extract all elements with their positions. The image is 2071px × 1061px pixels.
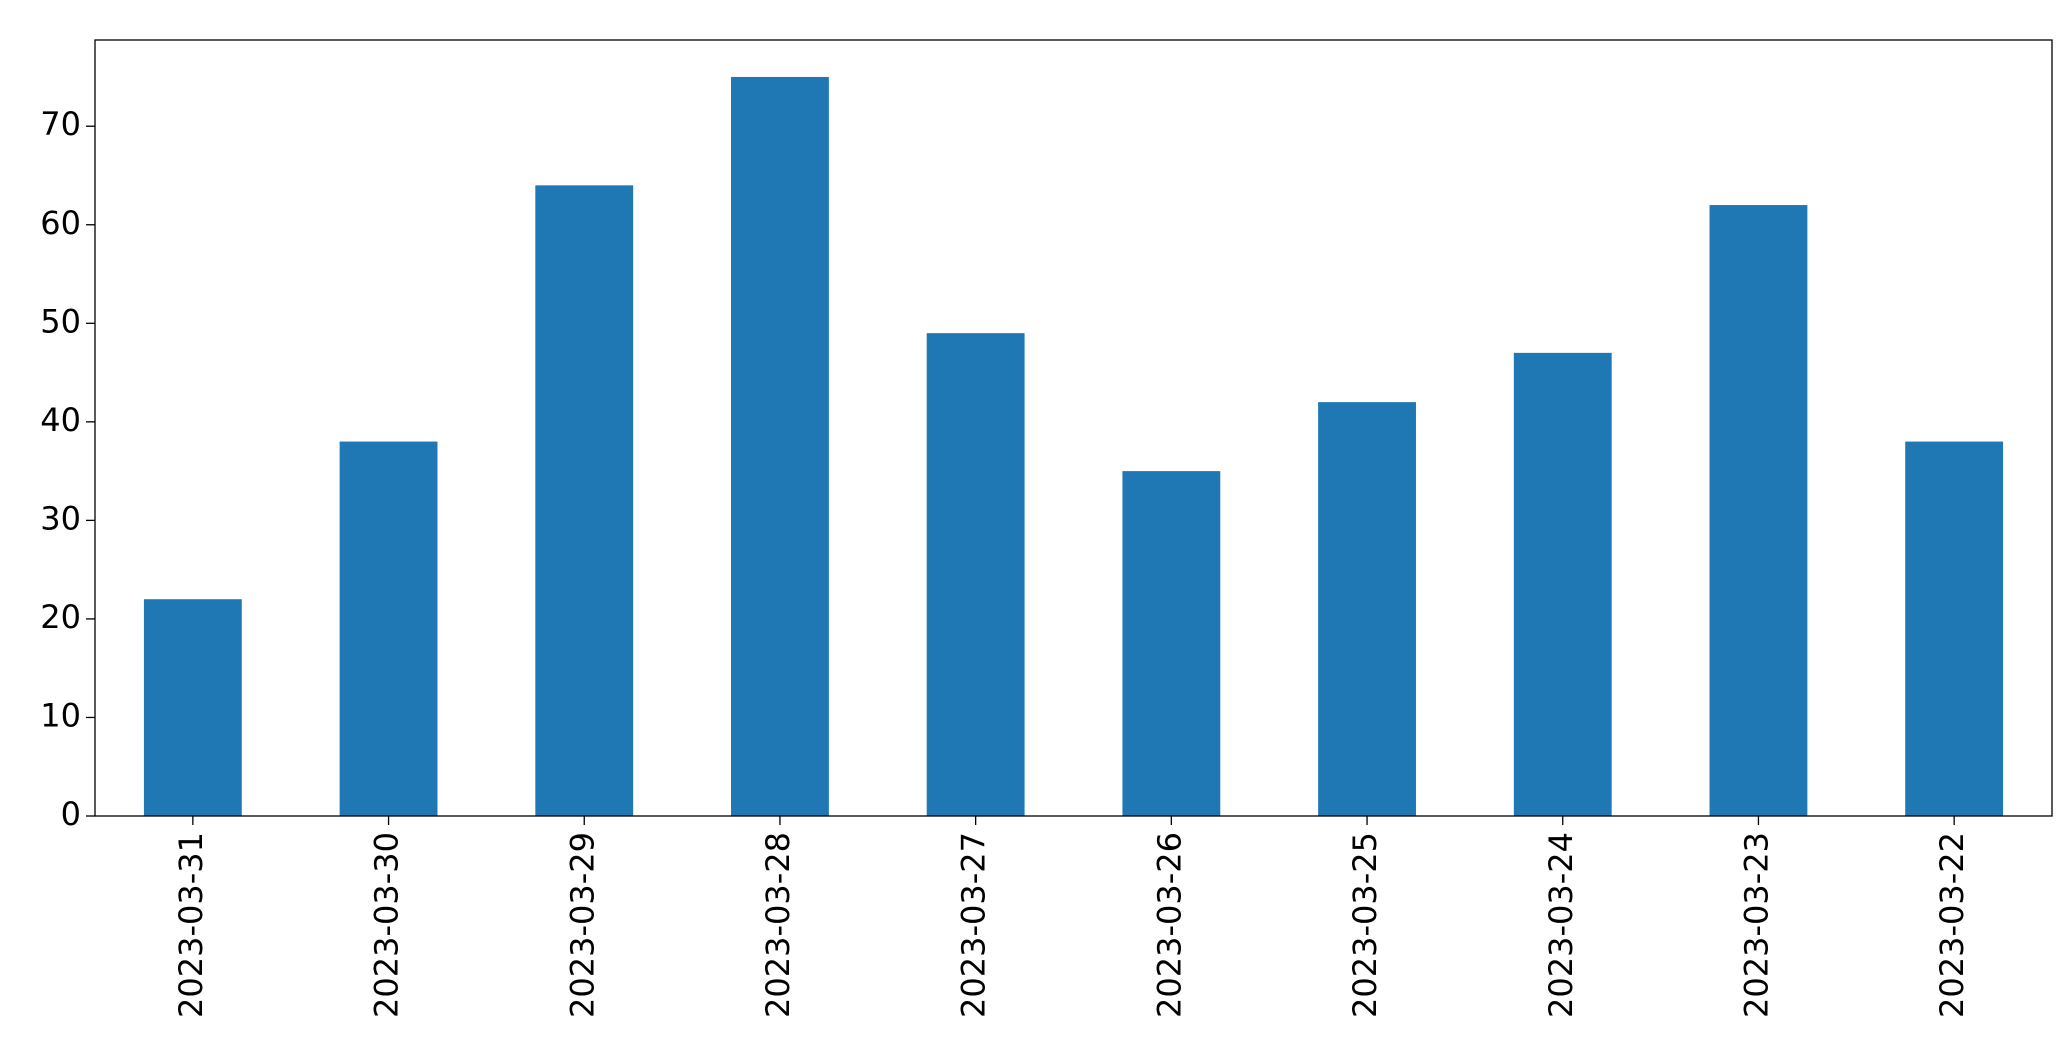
x-tick-label: 2023-03-25: [1346, 832, 1384, 1018]
x-tick-label: 2023-03-26: [1150, 832, 1188, 1018]
bar: [1122, 471, 1221, 816]
bar: [339, 441, 438, 816]
bar: [731, 76, 829, 816]
bar: [1513, 352, 1612, 816]
bar: [1709, 205, 1808, 817]
y-tick-label: 50: [40, 302, 81, 340]
x-tick-label: 2023-03-31: [172, 832, 210, 1018]
y-tick-label: 70: [40, 105, 81, 143]
x-tick-label: 2023-03-24: [1542, 832, 1580, 1018]
y-tick-label: 30: [40, 499, 81, 537]
x-tick-label: 2023-03-30: [368, 832, 406, 1018]
x-tick-label: 2023-03-23: [1737, 832, 1775, 1018]
bar: [535, 185, 634, 816]
bar: [143, 599, 242, 816]
x-tick-label: 2023-03-27: [955, 832, 993, 1018]
bar: [926, 333, 1025, 816]
y-tick-label: 60: [40, 204, 81, 242]
y-tick-label: 20: [40, 598, 81, 636]
y-tick-label: 10: [40, 696, 81, 734]
plot-frame: [94, 39, 2053, 817]
x-tick-label: 2023-03-28: [759, 832, 797, 1018]
bar: [1905, 441, 2004, 816]
bar: [1318, 402, 1416, 816]
y-tick-label: 40: [40, 401, 81, 439]
x-tick-label: 2023-03-22: [1933, 832, 1971, 1018]
y-tick-label: 0: [61, 795, 81, 833]
x-tick-label: 2023-03-29: [563, 832, 601, 1018]
